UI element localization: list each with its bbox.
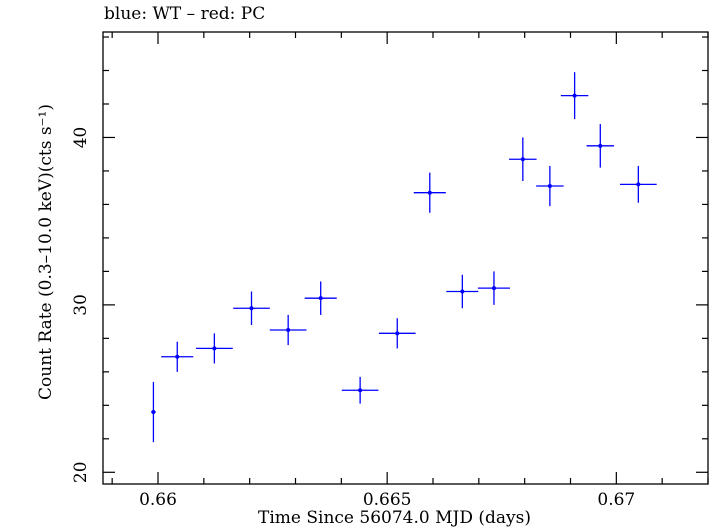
data-marker [636,182,641,187]
plot-frame [102,31,709,485]
data-marker [427,190,432,195]
data-point [413,172,446,213]
data-marker [520,157,525,162]
data-point [536,165,564,207]
x-tick-label: 0.665 [363,490,412,510]
chart-title: blue: WT – red: PC [104,4,266,24]
data-marker [460,289,465,294]
data-marker [358,388,363,393]
data-point [560,72,589,120]
data-marker [572,93,577,98]
data-point [304,281,337,315]
data-point [477,271,510,305]
data-point [378,318,416,349]
data-marker [491,286,496,291]
data-point [620,165,657,203]
x-tick-label: 0.66 [139,490,177,510]
data-points [151,72,657,443]
data-point [446,274,479,309]
y-tick-label: 40 [71,127,91,149]
y-axis-label: Count Rate (0.3–10.0 keV)(cts s⁻¹) [36,104,56,400]
axis-tick-labels: 0.66 0.665 0.67 20 30 40 [71,127,635,510]
data-marker [151,410,156,415]
data-point [233,291,270,325]
data-point [586,124,615,168]
data-point [196,333,233,364]
data-marker [175,354,180,359]
x-tick-label: 0.67 [597,490,635,510]
data-marker [318,296,323,301]
data-marker [395,331,400,336]
data-point [341,376,379,404]
data-marker [598,143,603,148]
axis-ticks [103,32,709,484]
data-marker [212,346,217,351]
data-point [151,381,156,443]
y-tick-label: 30 [71,294,91,316]
data-point [161,341,194,372]
y-tick-label: 20 [71,461,91,483]
data-point [269,314,307,346]
data-marker [249,306,254,311]
data-marker [286,327,291,332]
data-marker [547,184,552,189]
x-axis-label: Time Since 56074.0 MJD (days) [258,508,531,528]
data-point [509,137,537,181]
